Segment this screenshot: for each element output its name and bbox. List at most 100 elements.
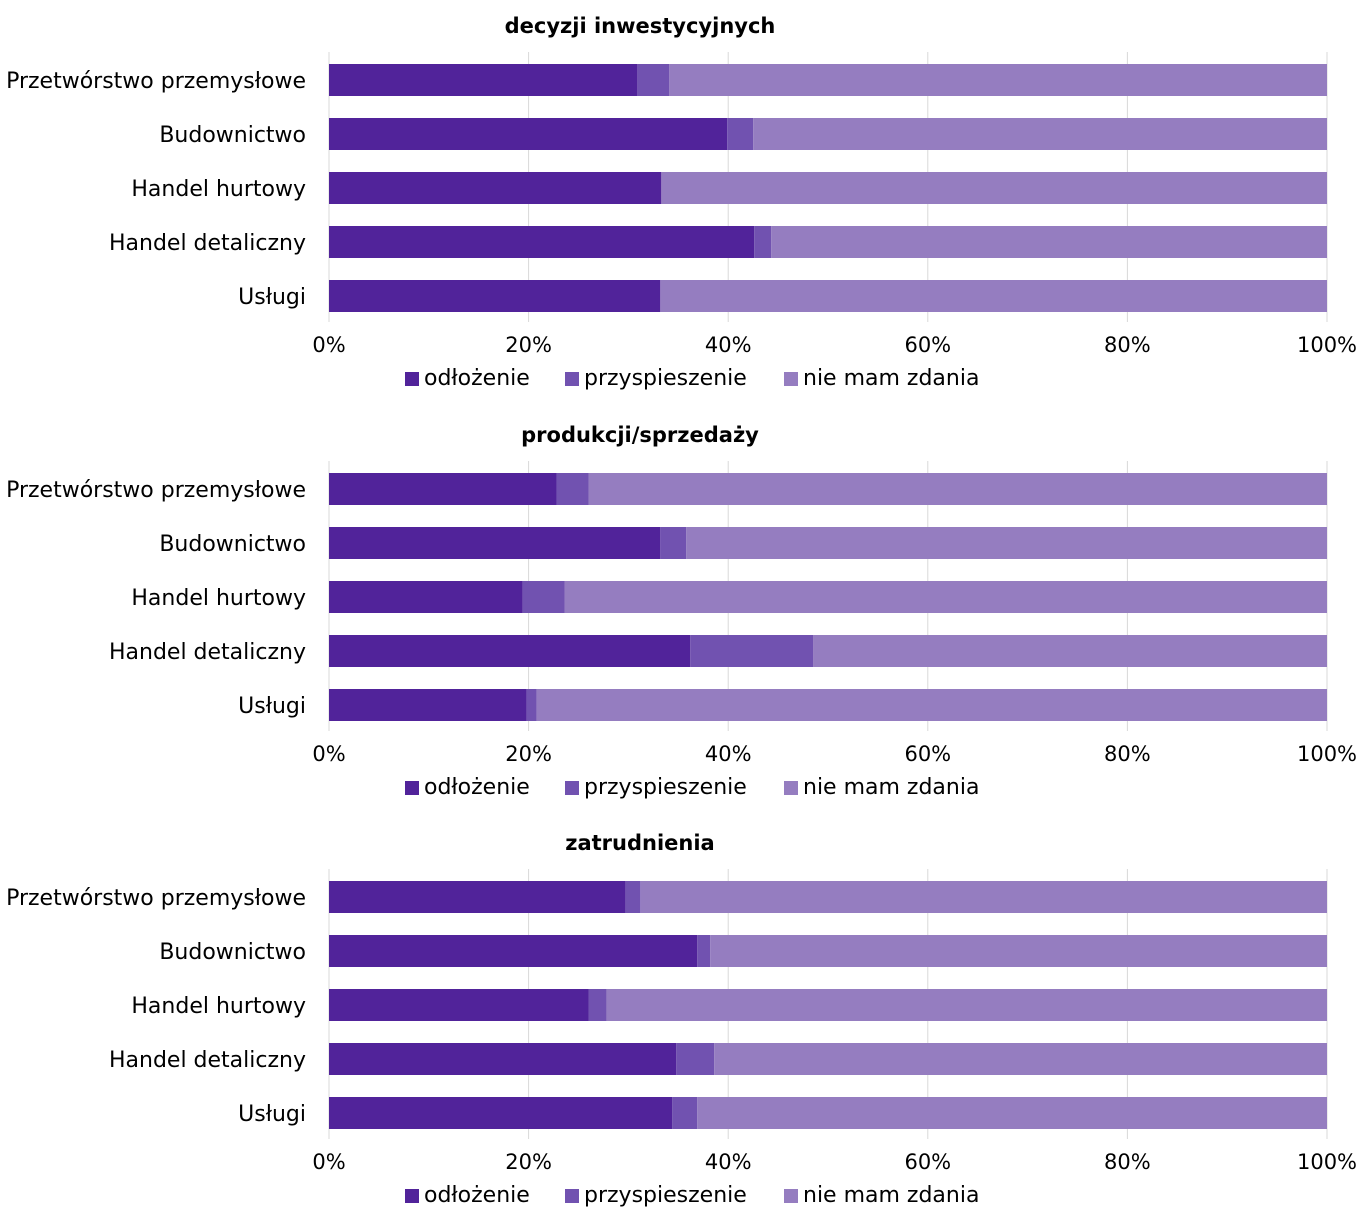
stacked-bar-chart-0: decyzji inwestycyjnych 0% 20% 40% 60% 80% 100%… — [6, 14, 1357, 391]
bar-segment-przyspieszenie — [637, 64, 670, 96]
x-tick-label: 20% — [505, 1150, 552, 1174]
category-label: Usługi — [238, 694, 306, 719]
x-tick-label: 80% — [1104, 333, 1151, 357]
bar-segment-odlozenie — [329, 1097, 673, 1129]
bar-segment-nie-mam-zdania — [640, 881, 1327, 913]
legend-label: przyspieszenie — [584, 1183, 747, 1208]
category-label: Handel detaliczny — [109, 640, 306, 665]
bar-segment-nie-mam-zdania — [714, 1043, 1327, 1075]
bar-segment-nie-mam-zdania — [710, 935, 1327, 967]
legend-swatch — [784, 1189, 798, 1203]
category-label: Handel detaliczny — [109, 1048, 306, 1073]
bar-segment-przyspieszenie — [690, 635, 814, 667]
bar-segment-odlozenie — [329, 118, 728, 150]
x-tick-label: 80% — [1104, 1150, 1151, 1174]
x-tick-label: 40% — [705, 1150, 752, 1174]
x-tick-label: 100% — [1297, 1150, 1357, 1174]
bar-segment-przyspieszenie — [522, 581, 565, 613]
bar-segment-nie-mam-zdania — [686, 527, 1327, 559]
legend-swatch — [405, 1189, 419, 1203]
bar-segment-odlozenie — [329, 935, 698, 967]
bar-segment-odlozenie — [329, 881, 626, 913]
legend-swatch — [565, 781, 579, 795]
legend-label: nie mam zdania — [803, 775, 979, 800]
bar-segment-nie-mam-zdania — [588, 473, 1327, 505]
category-label: Handel hurtowy — [131, 994, 306, 1019]
bar-segment-nie-mam-zdania — [606, 989, 1327, 1021]
bar-segment-odlozenie — [329, 635, 691, 667]
bar-segment-nie-mam-zdania — [753, 118, 1327, 150]
category-label: Budownictwo — [159, 532, 306, 557]
legend-swatch — [405, 781, 419, 795]
bar-segment-przyspieszenie — [660, 527, 687, 559]
chart-title: zatrudnienia — [565, 831, 714, 855]
category-label: Przetwórstwo przemysłowe — [6, 478, 306, 503]
bar-segment-odlozenie — [329, 581, 523, 613]
bar-segment-odlozenie — [329, 1043, 677, 1075]
legend-label: nie mam zdania — [803, 366, 979, 391]
bar-segment-nie-mam-zdania — [813, 635, 1327, 667]
bar-segment-nie-mam-zdania — [669, 64, 1327, 96]
stacked-bar-chart-1: produkcji/sprzedaży 0% 20% 40% 60% 80% 100% Prz… — [6, 423, 1357, 800]
legend-label: przyspieszenie — [584, 366, 747, 391]
x-tick-label: 60% — [904, 333, 951, 357]
x-tick-label: 20% — [505, 742, 552, 766]
bar-segment-nie-mam-zdania — [564, 581, 1327, 613]
bar-segment-przyspieszenie — [672, 1097, 698, 1129]
category-label: Budownictwo — [159, 940, 306, 965]
bar-segment-odlozenie — [329, 473, 557, 505]
bar-segment-nie-mam-zdania — [660, 280, 1327, 312]
bar-segment-odlozenie — [329, 64, 638, 96]
legend-label: odłożenie — [424, 1183, 530, 1208]
category-label: Usługi — [238, 1102, 306, 1127]
legend-label: nie mam zdania — [803, 1183, 979, 1208]
bar-segment-przyspieszenie — [754, 226, 772, 258]
legend-swatch — [405, 372, 419, 386]
bar-segment-odlozenie — [329, 226, 755, 258]
x-tick-label: 40% — [705, 742, 752, 766]
category-label: Handel hurtowy — [131, 177, 306, 202]
category-label: Przetwórstwo przemysłowe — [6, 886, 306, 911]
category-label: Budownictwo — [159, 123, 306, 148]
x-tick-label: 80% — [1104, 742, 1151, 766]
bar-segment-przyspieszenie — [526, 689, 537, 721]
category-label: Handel detaliczny — [109, 231, 306, 256]
bar-segment-nie-mam-zdania — [536, 689, 1327, 721]
bar-segment-nie-mam-zdania — [661, 172, 1327, 204]
x-tick-label: 0% — [312, 1150, 345, 1174]
bar-segment-przyspieszenie — [676, 1043, 715, 1075]
stacked-bar-chart-2: zatrudnienia 0% 20% 40% 60% 80% 100% Przetwórst… — [6, 831, 1357, 1208]
x-tick-label: 0% — [312, 742, 345, 766]
category-label: Przetwórstwo przemysłowe — [6, 69, 306, 94]
legend-swatch — [565, 372, 579, 386]
x-tick-label: 60% — [904, 1150, 951, 1174]
legend-swatch — [784, 372, 798, 386]
x-tick-label: 0% — [312, 333, 345, 357]
bar-segment-odlozenie — [329, 527, 661, 559]
bar-segment-przyspieszenie — [588, 989, 607, 1021]
legend-swatch — [784, 781, 798, 795]
x-tick-label: 100% — [1297, 742, 1357, 766]
bar-segment-przyspieszenie — [697, 935, 711, 967]
bar-segment-nie-mam-zdania — [697, 1097, 1327, 1129]
legend-swatch — [565, 1189, 579, 1203]
x-tick-label: 20% — [505, 333, 552, 357]
category-label: Usługi — [238, 285, 306, 310]
bar-segment-odlozenie — [329, 989, 589, 1021]
bar-segment-odlozenie — [329, 280, 661, 312]
category-label: Handel hurtowy — [131, 586, 306, 611]
bar-segment-przyspieszenie — [727, 118, 754, 150]
legend-label: odłożenie — [424, 366, 530, 391]
legend-label: odłożenie — [424, 775, 530, 800]
x-tick-label: 60% — [904, 742, 951, 766]
bar-segment-nie-mam-zdania — [771, 226, 1327, 258]
legend-label: przyspieszenie — [584, 775, 747, 800]
x-tick-label: 100% — [1297, 333, 1357, 357]
chart-title: decyzji inwestycyjnych — [505, 14, 776, 38]
bar-segment-odlozenie — [329, 172, 662, 204]
bar-segment-odlozenie — [329, 689, 527, 721]
chart-title: produkcji/sprzedaży — [521, 423, 759, 447]
bar-segment-przyspieszenie — [556, 473, 589, 505]
bar-segment-przyspieszenie — [625, 881, 641, 913]
